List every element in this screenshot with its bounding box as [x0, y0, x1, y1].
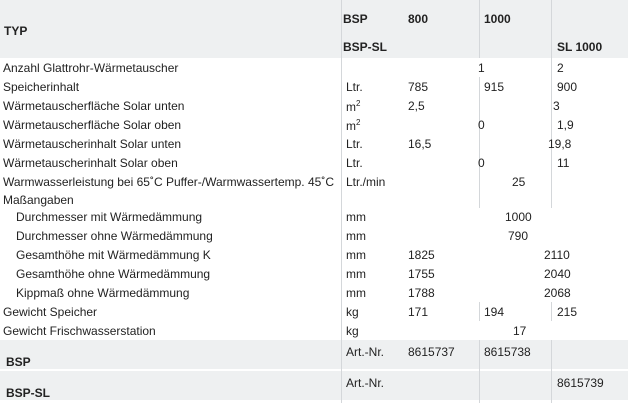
row-value: 790 — [508, 229, 529, 243]
divider — [479, 77, 480, 192]
col-sl1000-header: SL 1000 — [557, 40, 603, 54]
row-value: 16,5 — [408, 137, 432, 151]
row-value: 0 — [478, 156, 485, 170]
divider — [551, 58, 552, 192]
row-value: 785 — [408, 80, 429, 94]
unit-superscript: 2 — [356, 99, 361, 108]
row-value: 194 — [484, 305, 505, 319]
row-value: 11 — [557, 156, 570, 170]
divider — [479, 0, 480, 58]
row-value: 2040 — [544, 267, 571, 281]
table-header — [0, 0, 628, 58]
row-value: 2,5 — [408, 99, 425, 113]
col-1000-header: 1000 — [484, 12, 511, 26]
row-value: 2 — [557, 61, 564, 75]
row-label: Gewicht Speicher — [3, 305, 98, 319]
row-label: Durchmesser mit Wärmedämmung — [16, 210, 203, 224]
row-label: Wärmetauscherfläche Solar oben — [3, 118, 182, 132]
row-value: 2110 — [544, 248, 570, 262]
row-value: 915 — [484, 80, 505, 94]
row-label: Gesamthöhe ohne Wärmedämmung — [16, 267, 211, 281]
row-unit: Ltr. — [346, 156, 363, 170]
row-label: Speicherinhalt — [3, 80, 80, 94]
row-unit: kg — [346, 324, 359, 338]
row-unit: mm — [346, 248, 366, 262]
row-value: 25 — [512, 175, 526, 189]
row-value: 1755 — [408, 267, 435, 281]
bsp-header: BSP — [343, 12, 368, 26]
divider — [479, 340, 480, 403]
unit-superscript: 2 — [356, 118, 361, 127]
row-label: Anzahl Glattrohr-Wärmetauscher — [3, 61, 179, 75]
row-value: 171 — [408, 305, 429, 319]
divider — [341, 0, 342, 403]
bsp-sl-header: BSP-SL — [343, 40, 388, 54]
row-value: 215 — [557, 305, 578, 319]
row-value: 1 — [478, 61, 485, 75]
row-value: 3 — [553, 99, 560, 113]
divider — [479, 302, 480, 321]
divider — [551, 192, 552, 208]
divider — [551, 0, 552, 58]
row-value: 1000 — [505, 210, 532, 224]
row-value: 1,9 — [557, 118, 574, 132]
row-unit: m2 — [346, 99, 361, 114]
row-unit: m2 — [346, 118, 361, 133]
row-unit: mm — [346, 267, 366, 281]
row-label: Kippmaß ohne Wärmedämmung — [16, 286, 190, 300]
article-row-bsp — [0, 340, 628, 369]
article-number: 8615737 — [408, 345, 455, 359]
row-label: Wärmetauscherinhalt Solar oben — [3, 156, 178, 170]
row-label: Wärmetauscherinhalt Solar unten — [3, 137, 182, 151]
row-unit: Ltr. — [346, 137, 363, 151]
article-unit: Art.-Nr. — [346, 345, 384, 359]
row-label: Gesamthöhe mit Wärmedämmung K — [16, 248, 211, 262]
article-number: 8615739 — [557, 376, 604, 390]
typ-header: TYP — [4, 24, 28, 38]
row-unit: mm — [346, 229, 366, 243]
article-row-bsp-sl — [0, 371, 628, 400]
article-number: 8615738 — [484, 345, 531, 359]
divider — [551, 302, 552, 321]
row-unit: mm — [346, 286, 366, 300]
row-label: Durchmesser ohne Wärmedämmung — [16, 229, 213, 243]
col-800-header: 800 — [408, 12, 429, 26]
row-label: Maßangaben — [3, 193, 74, 207]
row-label: Warmwasserleistung bei 65˚C Puffer-/Warm… — [3, 175, 334, 189]
row-value: 900 — [557, 80, 578, 94]
row-unit: kg — [346, 305, 359, 319]
divider — [551, 340, 552, 403]
row-value: 19,8 — [548, 137, 572, 151]
article-label: BSP-SL — [6, 386, 51, 400]
row-value: 2068 — [544, 286, 571, 300]
row-unit: Ltr. — [346, 80, 363, 94]
row-label: Wärmetauscherfläche Solar unten — [3, 99, 185, 113]
article-unit: Art.-Nr. — [346, 376, 384, 390]
article-label: BSP — [6, 355, 31, 369]
row-unit: Ltr./min — [346, 175, 386, 189]
divider — [479, 192, 480, 208]
row-value: 17 — [513, 324, 527, 338]
row-label: Gewicht Frischwasserstation — [3, 324, 156, 338]
row-unit: mm — [346, 210, 366, 224]
row-value: 1788 — [408, 286, 435, 300]
row-value: 0 — [478, 118, 485, 132]
row-value: 1825 — [408, 248, 435, 262]
